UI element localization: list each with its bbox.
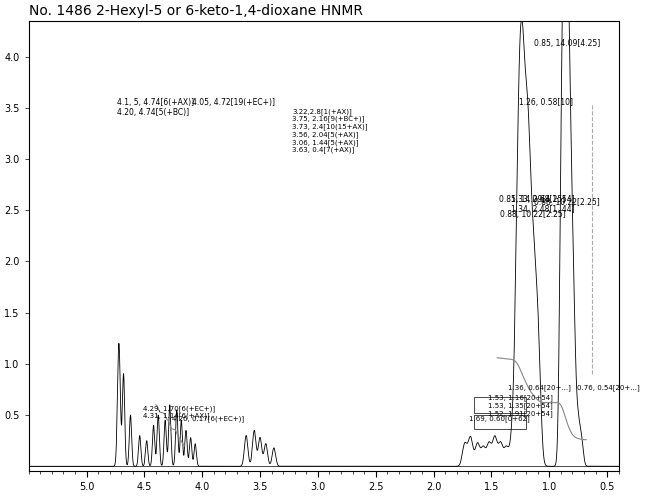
Text: No. 1486 2-Hexyl-5 or 6-keto-1,4-dioxane HNMR: No. 1486 2-Hexyl-5 or 6-keto-1,4-dioxane… xyxy=(29,4,363,18)
Text: 1.69, 0.60[0+62]: 1.69, 0.60[0+62] xyxy=(469,415,530,422)
Text: 1.36, 0.64[20+...]: 1.36, 0.64[20+...] xyxy=(508,384,571,391)
Text: 0.88, 10.22[2.25]: 0.88, 10.22[2.25] xyxy=(534,198,600,207)
Text: 0.85, 14.09[4.25]: 0.85, 14.09[4.25] xyxy=(499,195,566,204)
Text: 0.76, 0.54[20+...]: 0.76, 0.54[20+...] xyxy=(577,384,640,391)
Text: 1.53, 1.16[20+54]
1.53, 1.35[20+54]
1.52, 1.91[20+54]: 1.53, 1.16[20+54] 1.53, 1.35[20+54] 1.52… xyxy=(488,395,552,417)
Text: 0.88, 10.22[2.25]: 0.88, 10.22[2.25] xyxy=(500,210,566,219)
Text: 4.05, 4.72[19(+EC+)]: 4.05, 4.72[19(+EC+)] xyxy=(192,98,275,107)
Text: 4.1, 5, 4.74[6(+AX)]
4.20, 4.74[5(+BC)]: 4.1, 5, 4.74[6(+AX)] 4.20, 4.74[5(+BC)] xyxy=(116,98,194,117)
Text: 1.33, 2.68[1, 54]
1.34, 2.48[1, 44]: 1.33, 2.68[1, 54] 1.34, 2.48[1, 44] xyxy=(511,195,575,214)
Text: 4.26, 0.17[6(+EC+)]: 4.26, 0.17[6(+EC+)] xyxy=(172,415,244,422)
Text: 1.26, 0.58[10]: 1.26, 0.58[10] xyxy=(519,98,573,107)
Text: 0.85, 14.09[4.25]: 0.85, 14.09[4.25] xyxy=(534,39,600,48)
Text: 4.29, 1.70[6(+EC+)]
4.31, 1.14[6(+AX)]: 4.29, 1.70[6(+EC+)] 4.31, 1.14[6(+AX)] xyxy=(143,405,215,419)
Text: 3.22,2.8[1(+AX)]
3.75, 2.16[9(+BC+)]
3.73, 2.4[10(15+AX)]
3.56, 2.04[5(+AX)]
3.0: 3.22,2.8[1(+AX)] 3.75, 2.16[9(+BC+)] 3.7… xyxy=(292,108,368,153)
